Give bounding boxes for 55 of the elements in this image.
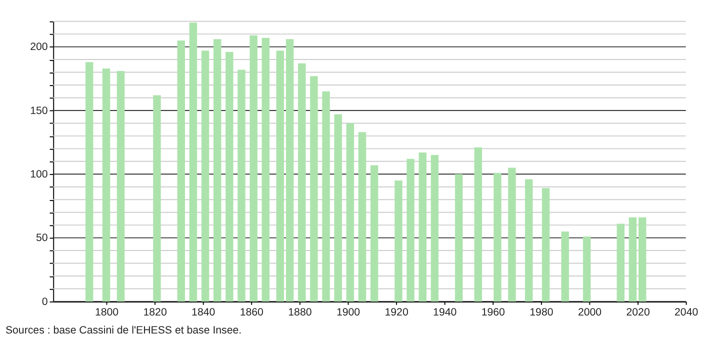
bar <box>358 132 366 302</box>
y-tick-label: 150 <box>30 104 48 117</box>
x-tick-label: 2040 <box>674 306 698 318</box>
bar <box>508 168 516 302</box>
y-tick-label: 0 <box>42 296 48 308</box>
bar <box>561 231 569 302</box>
x-tick-label: 1960 <box>481 306 506 318</box>
bar <box>638 217 646 302</box>
bar <box>322 91 330 302</box>
x-tick-label: 1900 <box>336 306 360 318</box>
bar <box>582 236 591 302</box>
bar <box>474 147 482 302</box>
x-tick-label: 1880 <box>288 306 312 318</box>
bar <box>262 38 270 302</box>
x-tick-label: 1860 <box>240 306 264 318</box>
bar <box>334 114 342 302</box>
y-tick-label: 200 <box>30 41 48 54</box>
bar <box>102 68 110 302</box>
y-tick-label: 100 <box>30 168 48 181</box>
bar <box>418 152 426 302</box>
bar <box>628 217 637 302</box>
bar <box>116 71 125 302</box>
bar <box>286 39 294 302</box>
x-tick-label: 2000 <box>578 306 602 318</box>
x-tick-label: 1800 <box>94 306 119 318</box>
y-tick-label: 50 <box>36 232 48 244</box>
bar <box>153 95 161 302</box>
x-tick-label: 2020 <box>626 306 650 318</box>
bar <box>542 188 550 302</box>
x-tick-label: 1840 <box>192 306 216 318</box>
bar <box>213 39 222 302</box>
bar <box>298 63 306 302</box>
bar <box>394 180 402 302</box>
bar <box>276 50 284 302</box>
x-tick-label: 1980 <box>530 306 554 318</box>
bar <box>189 22 198 302</box>
source-note: Sources : base Cassini de l'EHESS et base Insee. <box>5 324 242 336</box>
bar <box>494 172 502 302</box>
bar <box>250 35 258 302</box>
x-tick-label: 1820 <box>143 306 167 318</box>
bar <box>238 70 246 302</box>
bar <box>201 50 210 302</box>
bar <box>177 40 185 302</box>
bar <box>430 155 439 302</box>
bar <box>310 76 318 302</box>
x-tick-label: 1920 <box>384 306 408 318</box>
bar <box>346 123 354 302</box>
bar <box>370 165 378 302</box>
bar <box>406 158 414 302</box>
bar <box>226 52 234 302</box>
x-tick-label: 1940 <box>433 306 457 318</box>
bar <box>525 179 533 302</box>
bar <box>616 224 625 302</box>
bar <box>85 62 94 302</box>
bar <box>454 174 463 302</box>
